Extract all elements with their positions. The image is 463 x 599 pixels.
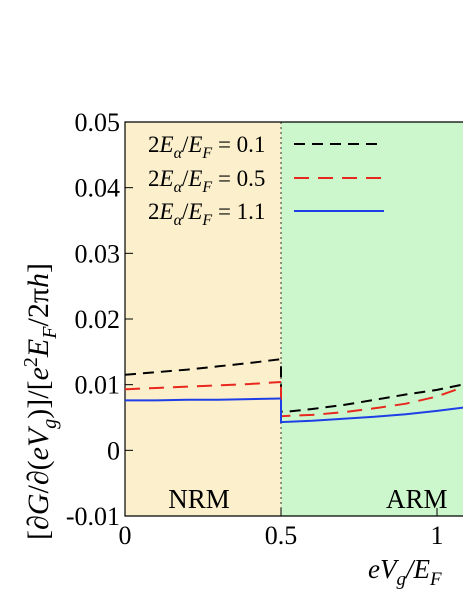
series-line-3 <box>280 399 463 424</box>
y-tick-label: 0.03 <box>75 239 121 268</box>
y-tick-label: -0.01 <box>66 502 120 531</box>
y-tick-label: 0.04 <box>75 174 121 203</box>
x-tick-label: 0.5 <box>265 521 298 550</box>
series-line-3 <box>125 397 282 402</box>
legend-label: 2Eα/EF = 0.5 <box>148 166 265 196</box>
axis-ticks <box>124 121 438 517</box>
region-label-arm: ARM <box>386 484 448 514</box>
arm-region <box>281 122 463 516</box>
region-label-nrm: NRM <box>168 484 230 514</box>
series-line-2 <box>280 386 463 418</box>
legend-label: 2Eα/EF = 1.1 <box>148 199 265 229</box>
y-tick-label: 0 <box>107 436 120 465</box>
series-line-1 <box>280 366 463 413</box>
series-line-2 <box>124 381 282 391</box>
series-lines <box>124 358 463 424</box>
y-axis-title: [∂G/∂(eVg)]/[e2EF/2πh] <box>20 263 61 540</box>
legend-label: 2Eα/EF = 0.1 <box>148 132 265 162</box>
x-axis-title: eVg/EF <box>368 554 442 590</box>
x-tick-label: 0 <box>119 521 132 550</box>
x-axis-label: eVg/EF <box>368 554 442 590</box>
x-tick-label: 1 <box>431 521 444 550</box>
y-tick-label: 0.01 <box>75 371 121 400</box>
nrm-region <box>125 122 281 516</box>
y-axis-label: [∂G/∂(eVg)]/[e2EF/2πh] <box>20 263 61 540</box>
y-tick-label: 0.02 <box>75 305 121 334</box>
y-tick-label: 0.05 <box>75 108 121 137</box>
series-line-1 <box>124 358 282 376</box>
